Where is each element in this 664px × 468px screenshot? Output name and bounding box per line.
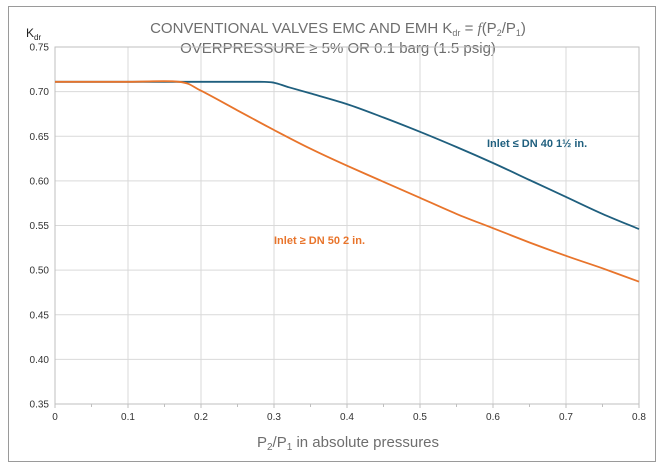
x-tick-label: 0.2 [194,412,208,423]
gridlines [54,46,640,408]
series-line-1 [54,80,640,283]
x-tick-label: 0.1 [121,412,135,423]
y-tick-label: 0.60 [30,176,50,187]
xlabel-sub-2: 2 [267,442,273,453]
x-tick-label: 0.3 [267,412,281,423]
x-tick-labels: 0 0.1 0.2 0.3 0.4 0.5 0.6 0.7 0.8 [52,412,646,423]
title-sub-2: 2 [497,28,502,38]
x-tick-label: 0.5 [413,412,427,423]
chart-title-line2: OVERPRESSURE ≥ 5% OR 0.1 barg (1.5 psig) [180,40,496,57]
title-sub-1: 1 [516,28,521,38]
x-tick-label: 0.8 [632,412,646,423]
y-axis-label-main: K [26,26,34,40]
series-lines [54,80,640,283]
series-label-dn40: Inlet ≤ DN 40 1½ in. [487,138,587,150]
title-part: ) [521,20,526,37]
y-tick-label: 0.40 [30,355,50,366]
xlabel-sub-1: 1 [287,442,293,453]
y-tick-label: 0.65 [30,132,50,143]
series-line-0 [54,80,640,230]
plot-area-border [54,46,640,405]
title-part: = [460,20,477,37]
title-part-f: f [478,21,484,37]
y-tick-label: 0.45 [30,310,50,321]
xlabel-part: /P [273,434,287,451]
title-part: CONVENTIONAL VALVES EMC AND EMH K [150,20,452,37]
y-tick-label: 0.75 [30,43,50,54]
title-sub-dr: dr [452,28,460,38]
y-tick-label: 0.35 [30,400,50,411]
y-tick-label: 0.50 [30,266,50,277]
series-label-dn50: Inlet ≥ DN 50 2 in. [274,235,365,247]
x-tick-label: 0 [52,412,58,423]
x-axis-label: P2/P1 in absolute pressures [257,434,439,453]
chart-title-line1: CONVENTIONAL VALVES EMC AND EMH Kdr = f(… [150,20,526,38]
y-tick-labels: 0.35 0.40 0.45 0.50 0.55 0.60 0.65 0.70 0.75 [30,43,50,411]
y-tick-label: 0.70 [30,87,50,98]
title-part: /P [502,20,516,37]
x-tick-label: 0.7 [559,412,573,423]
y-axis-label-sub: dr [34,33,41,42]
xlabel-part: P [257,434,267,451]
x-tick-label: 0.6 [486,412,500,423]
x-tick-label: 0.4 [340,412,354,423]
y-axis-label: Kdr [26,26,41,42]
title-part: (P [482,20,497,37]
xlabel-part: in absolute pressures [292,434,439,451]
y-tick-label: 0.55 [30,221,50,232]
